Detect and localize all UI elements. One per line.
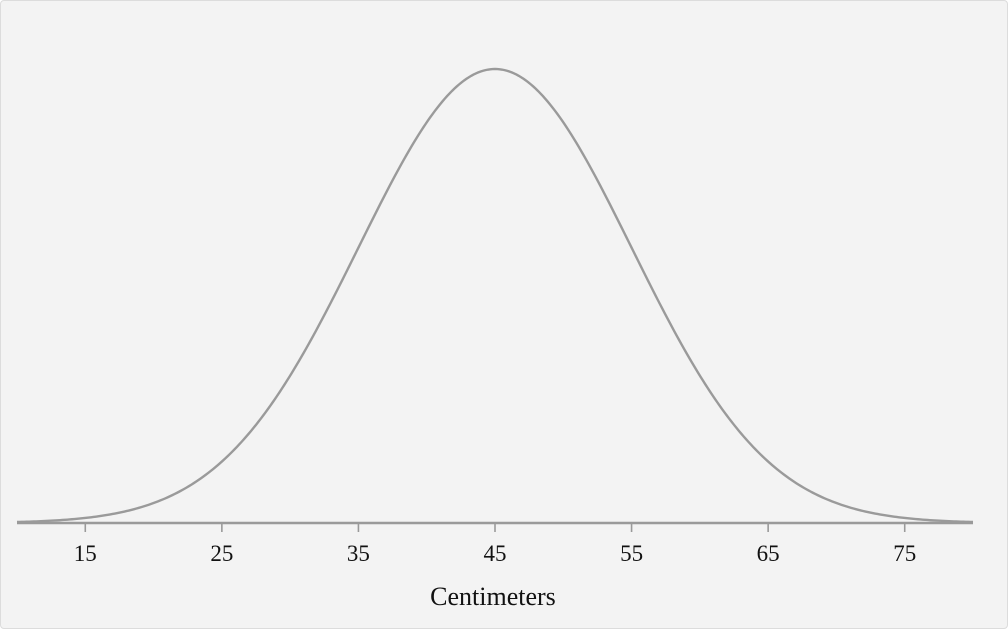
x-axis-title: Centimeters bbox=[430, 582, 556, 611]
x-tick-label: 55 bbox=[620, 541, 643, 566]
x-tick-label: 15 bbox=[74, 541, 97, 566]
x-tick-label: 75 bbox=[893, 541, 916, 566]
x-tick-label: 45 bbox=[484, 541, 507, 566]
x-tick-label: 25 bbox=[210, 541, 233, 566]
x-tick-label: 35 bbox=[347, 541, 370, 566]
density-curve bbox=[16, 67, 974, 524]
x-tick-label: 65 bbox=[757, 541, 780, 566]
x-axis-ticks: 15 25 35 45 55 65 75 bbox=[74, 523, 916, 566]
